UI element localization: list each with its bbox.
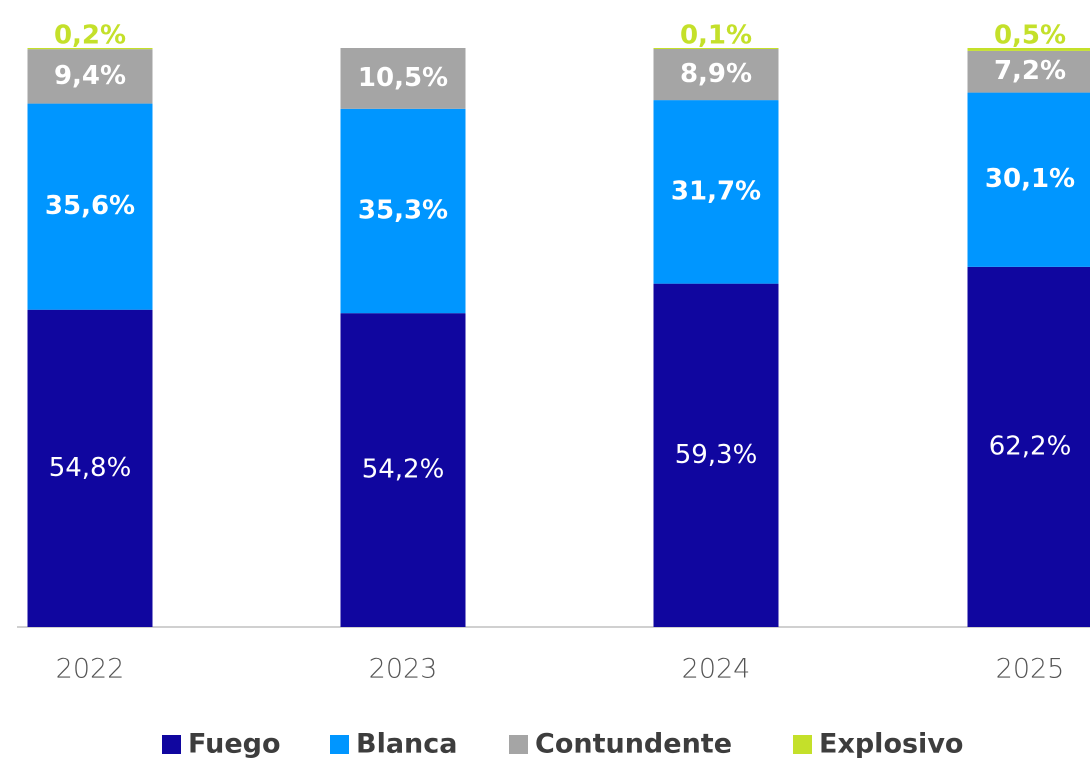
legend-swatch — [162, 735, 181, 754]
bar-segment — [653, 48, 779, 49]
data-label: 31,7% — [671, 176, 761, 206]
legend-label: Explosivo — [819, 729, 963, 758]
bar-segment — [27, 49, 153, 104]
bar-segment — [653, 48, 779, 101]
x-tick-label: 2025 — [996, 654, 1065, 685]
legend-swatch — [793, 735, 812, 754]
legend-swatch — [509, 735, 528, 754]
legend-label: Fuego — [188, 729, 281, 758]
data-label: 35,3% — [358, 195, 448, 225]
data-label: 35,6% — [45, 191, 135, 221]
data-label: 0,2% — [54, 21, 126, 51]
bar-segment — [967, 92, 1090, 267]
data-label: 7,2% — [994, 56, 1066, 86]
data-label: 9,4% — [54, 61, 126, 91]
data-label: 0,1% — [680, 21, 752, 51]
x-tick-label: 2023 — [369, 654, 438, 685]
bar-segment — [340, 313, 466, 627]
legend-label: Blanca — [356, 729, 458, 758]
data-label: 0,5% — [994, 21, 1066, 51]
bar-segment — [653, 100, 779, 284]
data-label: 54,2% — [362, 455, 445, 485]
data-label: 62,2% — [989, 431, 1072, 461]
data-label: 30,1% — [985, 164, 1075, 194]
bar-segment — [27, 309, 153, 627]
data-label: 8,9% — [680, 59, 752, 89]
data-label: 54,8% — [49, 453, 132, 483]
legend-label: Contundente — [535, 729, 732, 758]
bar-segment — [340, 108, 466, 314]
bar-segment — [340, 48, 466, 109]
bar-segment — [967, 50, 1090, 93]
data-label: 10,5% — [358, 63, 448, 93]
bar-segment — [967, 266, 1090, 627]
legend-swatch — [330, 735, 349, 754]
bar-segment — [27, 103, 153, 310]
x-tick-label: 2022 — [56, 654, 125, 685]
bar-segment — [967, 48, 1090, 51]
bar-segment — [27, 48, 153, 50]
data-label: 59,3% — [675, 440, 758, 470]
x-tick-label: 2024 — [682, 654, 751, 685]
bar-segment — [653, 283, 779, 627]
